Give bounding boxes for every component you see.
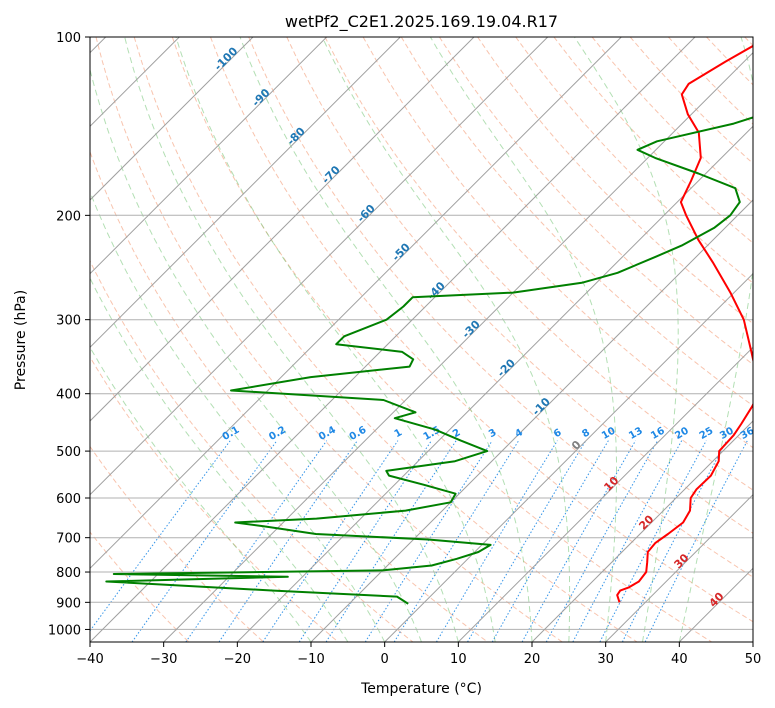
dry-adiabat (477, 37, 753, 325)
dry-adiabat (248, 37, 753, 578)
moist-adiabat (90, 276, 349, 642)
moist-adiabat (239, 37, 533, 642)
isotherm-gridline (236, 125, 753, 642)
dry-adiabat (90, 259, 414, 642)
y-tick-label: 900 (56, 596, 81, 611)
isotherm-gridline (605, 493, 753, 642)
y-tick-label: 1000 (48, 623, 81, 638)
isotherm-gridline (90, 37, 549, 496)
moist-adiabat (678, 37, 753, 642)
temperature-line (616, 44, 753, 603)
y-tick-label: 100 (56, 31, 81, 46)
moist-adiabat (321, 37, 571, 642)
y-tick-label: 700 (56, 532, 81, 547)
y-tick-label: 300 (56, 314, 81, 329)
x-tick-label: −20 (224, 652, 251, 667)
x-axis-label: Temperature (°C) (360, 681, 482, 697)
y-tick-label: 200 (56, 209, 81, 224)
x-tick-label: 20 (524, 652, 541, 667)
y-axis-label: Pressure (hPa) (13, 290, 29, 390)
isotherm-gridline (90, 37, 696, 642)
plot-background (90, 37, 753, 642)
x-tick-label: 10 (450, 652, 467, 667)
dry-adiabat (515, 37, 753, 284)
mixing-ratio-label: 3 (487, 427, 499, 440)
dry-adiabat (400, 37, 753, 407)
moist-adiabat (175, 37, 496, 642)
dry-adiabat (324, 37, 753, 491)
dry-adiabat (286, 37, 753, 534)
mixing-ratio-label: 2 (451, 427, 463, 440)
dry-adiabat (171, 37, 712, 642)
sounding-series (105, 44, 753, 605)
mixing-ratio-label: 1 (393, 427, 405, 440)
isotherm-gridline (310, 199, 753, 642)
y-axis-ticks: 100 200 300 400 500 600 700 800 900 1000 (48, 31, 90, 638)
x-tick-label: 0 (381, 652, 389, 667)
mixing-ratio-line (298, 440, 432, 642)
mixing-ratio-line (364, 440, 493, 642)
mixing-ratio-label: 8 (580, 427, 592, 440)
isotherm-gridline (457, 346, 753, 642)
dry-adiabat (362, 37, 753, 449)
moist-adiabat (573, 37, 679, 642)
isotherm-gridline (90, 37, 254, 201)
mixing-ratio-line (325, 440, 457, 642)
x-tick-label: −10 (297, 652, 324, 667)
moist-adiabat (124, 37, 459, 642)
dry-adiabats (90, 37, 753, 642)
mixing-ratio-line (572, 440, 683, 642)
mixing-ratio-line (467, 440, 587, 642)
isotherm-gridline (531, 420, 753, 642)
x-tick-label: 30 (597, 652, 614, 667)
y-tick-label: 400 (56, 388, 81, 403)
plot-frame (89, 36, 754, 643)
mixing-ratio-line (218, 440, 358, 642)
isotherm-gridlines (90, 37, 753, 642)
mixing-ratio-line (262, 440, 399, 642)
dry-adiabat (90, 445, 264, 642)
mixing-ratio-label: 6 (552, 427, 564, 440)
mixing-ratio-lines (90, 440, 748, 642)
x-tick-label: −40 (76, 652, 103, 667)
dry-adiabat (90, 150, 488, 642)
moist-adiabat (429, 37, 617, 642)
moist-adiabat (90, 190, 386, 642)
isotherm-gridline (90, 37, 328, 275)
dewpoint-line (105, 116, 753, 605)
chart-title: wetPf2_C2E1.2025.169.19.04.R17 (285, 12, 558, 32)
dry-adiabat (438, 37, 753, 366)
isotherm-gridline (90, 37, 475, 422)
isotherm-gridline (752, 641, 753, 642)
mixing-ratio-line (435, 440, 558, 642)
y-tick-label: 800 (56, 566, 81, 581)
x-axis-ticks: −40 −30 −20 −10 0 10 20 30 40 50 (76, 642, 761, 667)
dry-adiabat (95, 37, 563, 642)
dry-adiabat (90, 531, 190, 642)
isotherm-gridline (90, 37, 401, 349)
x-tick-label: 50 (745, 652, 762, 667)
mixing-ratio-line (491, 440, 609, 642)
isotherm-gridline (384, 272, 753, 642)
mixing-ratio-line (185, 440, 328, 642)
x-tick-label: −30 (150, 652, 177, 667)
y-tick-label: 600 (56, 492, 81, 507)
mixing-ratio-line (621, 440, 728, 642)
x-tick-label: 40 (671, 652, 688, 667)
mixing-ratio-label: 4 (513, 427, 525, 440)
isotherm-gridline (90, 37, 622, 570)
dry-adiabat (210, 37, 753, 623)
mixing-ratio-line (599, 440, 707, 642)
y-tick-label: 500 (56, 445, 81, 460)
